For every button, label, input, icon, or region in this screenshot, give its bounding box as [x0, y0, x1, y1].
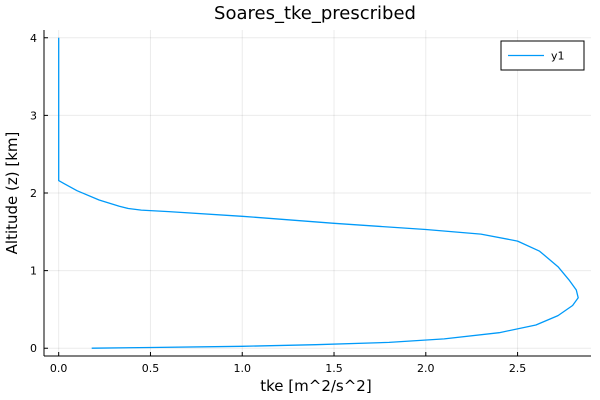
y-tick-label: 1: [30, 265, 37, 278]
y-ticks: 0 1 2 3 4: [30, 32, 48, 355]
chart-title: Soares_tke_prescribed: [214, 3, 416, 24]
x-tick-label: 2.5: [509, 362, 527, 375]
x-tick-label: 1.5: [325, 362, 343, 375]
y-tick-label: 3: [30, 109, 37, 122]
y-tick-label: 4: [30, 32, 37, 45]
legend: y1: [500, 40, 585, 71]
x-tick-label: 1.0: [233, 362, 251, 375]
grid: [44, 30, 591, 356]
x-tick-label: 2.0: [417, 362, 435, 375]
legend-label: y1: [551, 50, 565, 63]
series-layer: [58, 37, 579, 349]
series-line-y1: [58, 37, 579, 349]
x-ticks: 0.0 0.5 1.0 1.5 2.0 2.5: [50, 352, 526, 375]
x-tick-label: 0.0: [50, 362, 68, 375]
x-tick-label: 0.5: [142, 362, 160, 375]
x-axis-label: tke [m^2/s^2]: [260, 377, 371, 395]
y-tick-label: 2: [30, 187, 37, 200]
y-axis-label: Altitude (z) [km]: [3, 132, 21, 255]
y-tick-label: 0: [30, 342, 37, 355]
